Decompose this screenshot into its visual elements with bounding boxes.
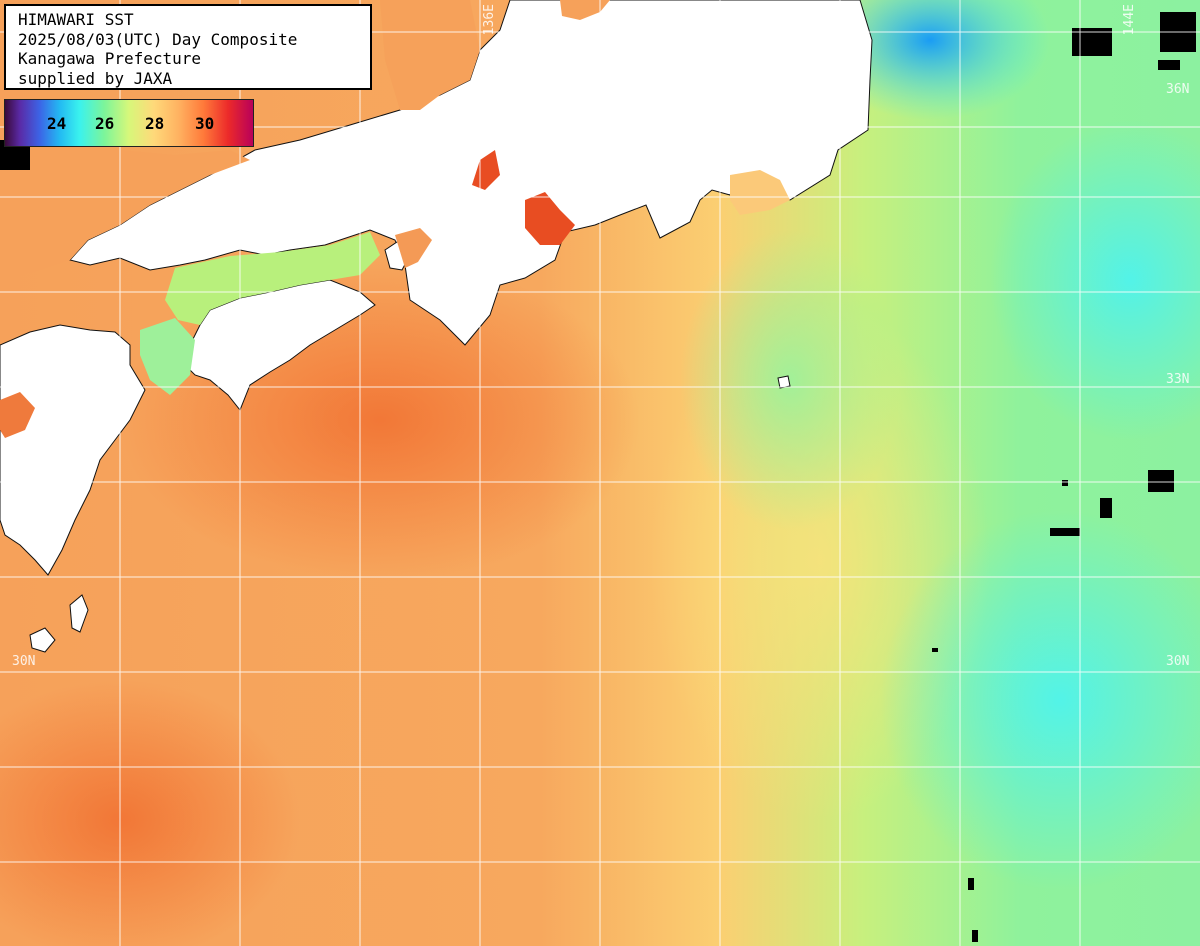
colorbar-tick: 30 bbox=[195, 114, 215, 133]
colorbar-tick: 26 bbox=[95, 114, 115, 133]
colorbar-tick: 28 bbox=[145, 114, 165, 133]
lat-label-36n: 36N bbox=[1166, 82, 1190, 97]
cloud-speck bbox=[1062, 480, 1068, 486]
cloud-speck bbox=[1148, 470, 1174, 492]
cloud-speck bbox=[1100, 498, 1112, 518]
cool-eddy bbox=[680, 230, 900, 530]
lat-label-33n: 33N bbox=[1166, 372, 1190, 387]
wakasa-bay-water bbox=[560, 0, 610, 20]
coastal-water bbox=[0, 0, 790, 438]
lat-label-30n-right: 30N bbox=[1166, 654, 1190, 669]
title-line: HIMAWARI SST bbox=[18, 10, 134, 29]
date-line: 2025/08/03(UTC) Day Composite bbox=[18, 29, 298, 49]
lon-label-144e: 144E bbox=[1122, 4, 1137, 36]
cloud-speck bbox=[1050, 528, 1080, 536]
cloud-specks bbox=[0, 12, 1196, 942]
cold-water-patch bbox=[990, 120, 1200, 440]
mikawa-bay-water bbox=[472, 150, 500, 190]
colorbar-tick: 24 bbox=[47, 114, 67, 133]
cloud-speck bbox=[968, 878, 974, 890]
cloud-speck bbox=[932, 648, 938, 652]
cloud-speck bbox=[1158, 60, 1180, 70]
warm-water-patch bbox=[0, 680, 300, 946]
ise-bay-water bbox=[525, 192, 575, 245]
bungo-channel-water bbox=[140, 318, 195, 395]
small-island bbox=[69, 594, 89, 633]
kyushu-west-bay bbox=[0, 392, 35, 438]
color-bar-legend: 24 26 28 30 bbox=[4, 99, 254, 147]
seto-inland-sea-water bbox=[165, 232, 380, 325]
credit-line: supplied by JAXA bbox=[18, 68, 173, 88]
cloud-speck bbox=[972, 930, 978, 942]
region-line: Kanagawa Prefecture bbox=[18, 49, 202, 68]
osaka-bay-water bbox=[395, 228, 432, 268]
small-island bbox=[29, 627, 56, 653]
noto-peninsula-bay bbox=[380, 0, 480, 110]
cloud-speck bbox=[1072, 28, 1112, 56]
small-island bbox=[777, 375, 791, 389]
sea-of-japan-water bbox=[0, 145, 250, 280]
lon-label-136e: 136E bbox=[482, 4, 497, 36]
suruga-bay-water bbox=[730, 170, 790, 215]
lat-label-30n-left: 30N bbox=[12, 654, 36, 669]
title-box: HIMAWARI SST 2025/08/03(UTC) Day Composi… bbox=[4, 4, 372, 90]
